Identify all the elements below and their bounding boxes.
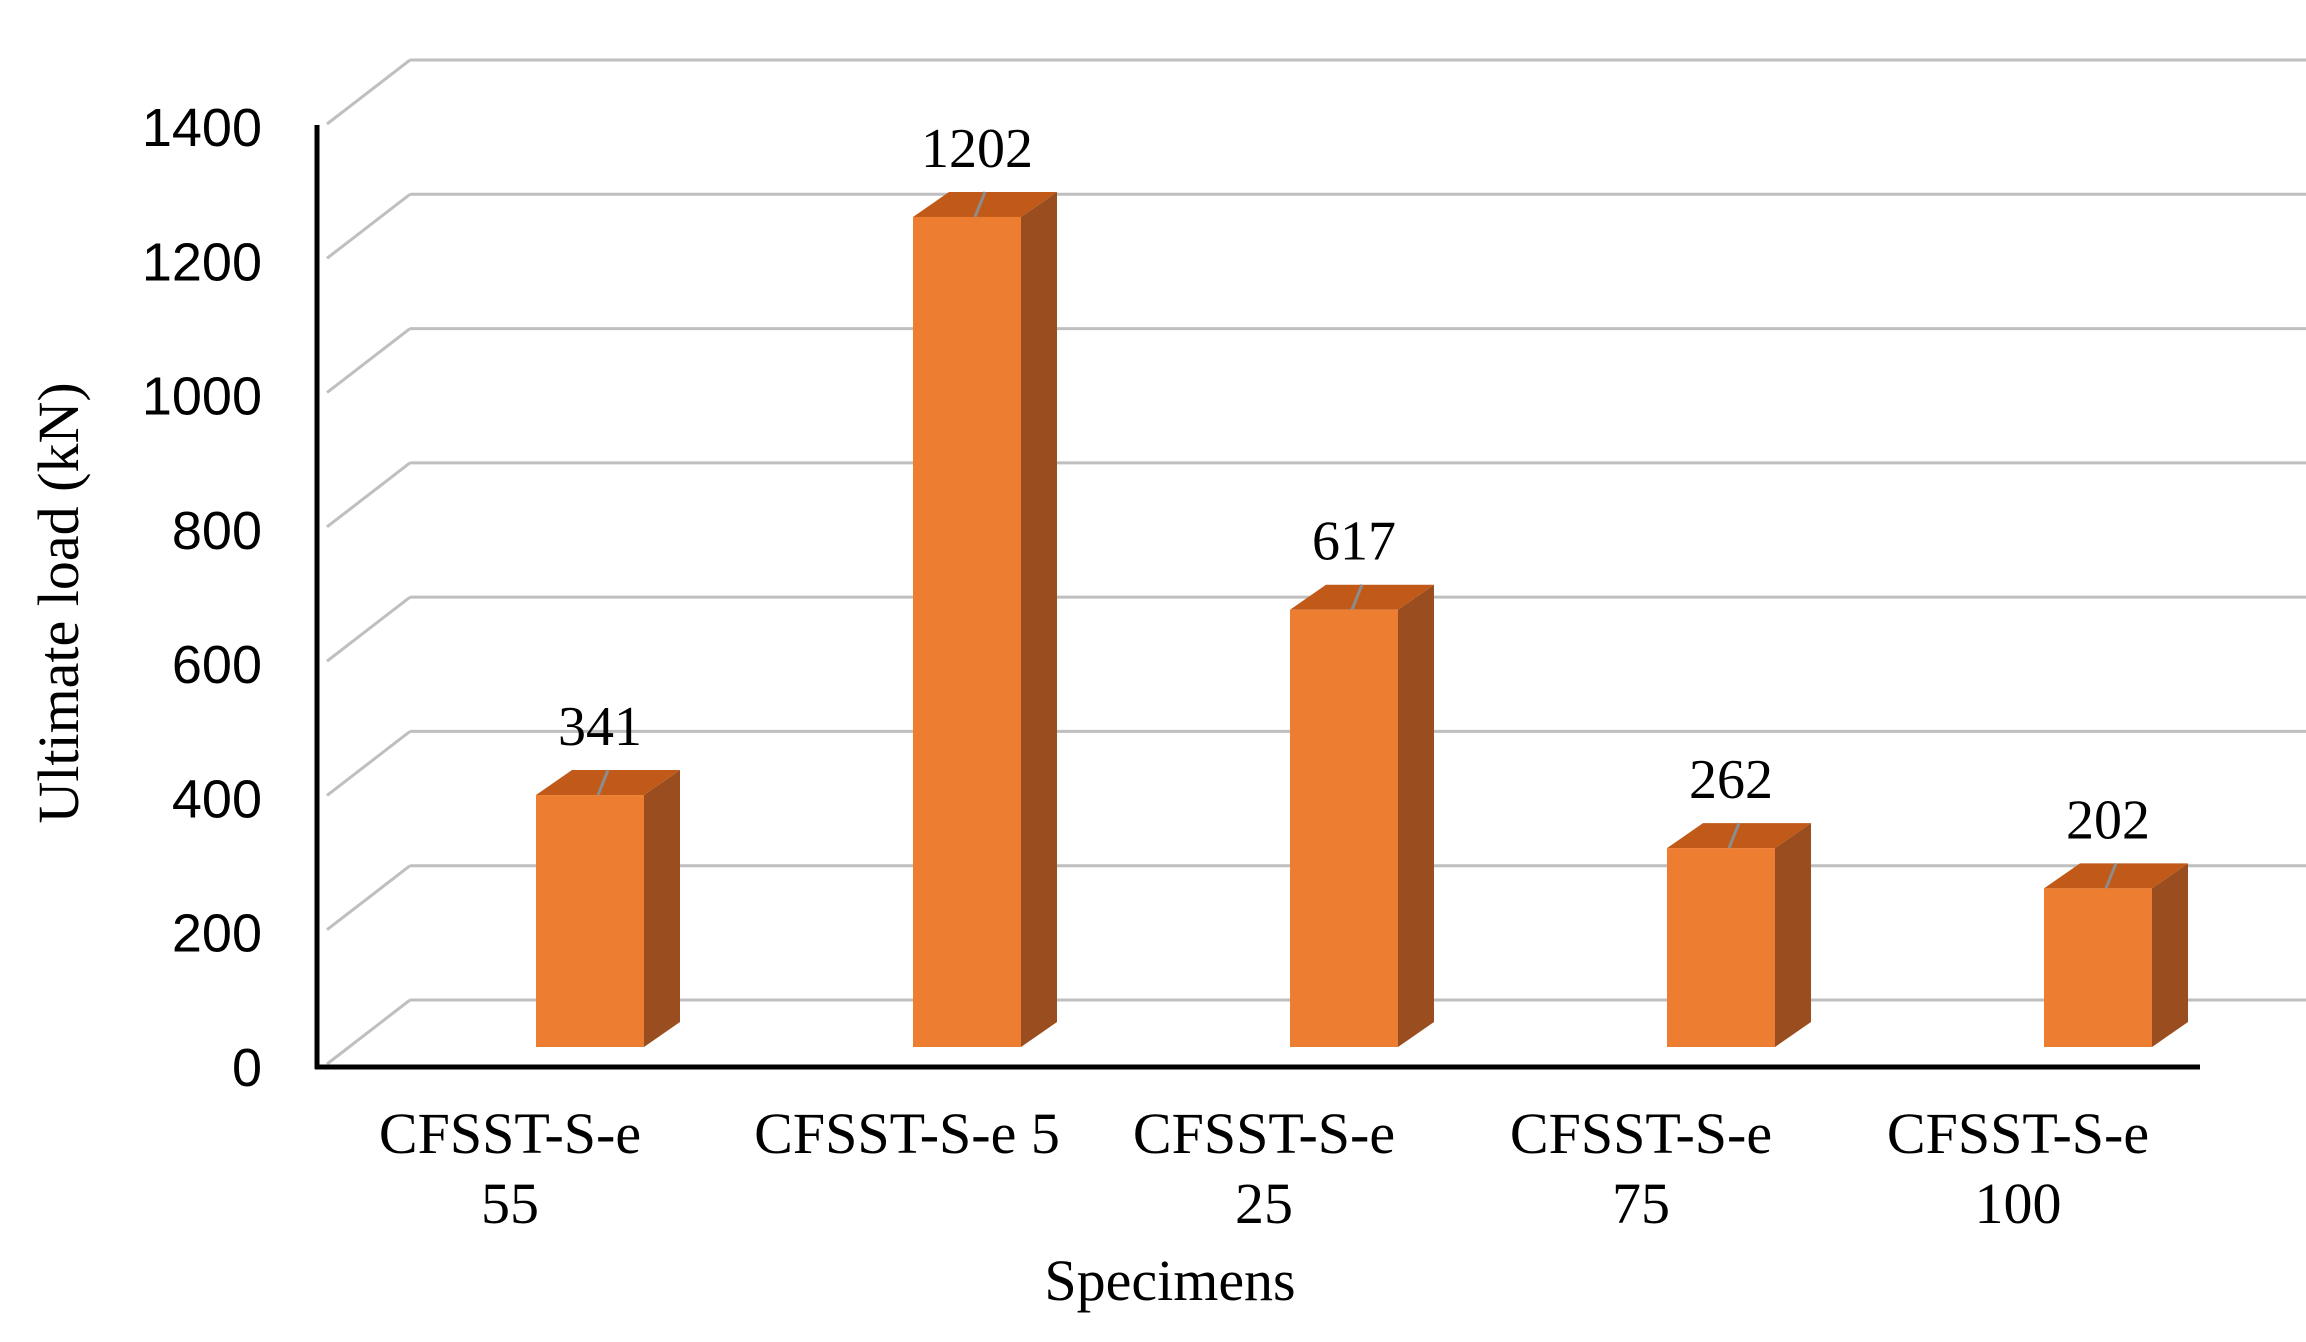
bar-top: [2044, 863, 2188, 889]
y-tick-label: 800: [172, 501, 262, 561]
bar-front: [2044, 888, 2152, 1047]
y-axis-title: Ultimate load (kN): [26, 382, 91, 823]
bar-top: [913, 191, 1057, 217]
x-tick-label: CFSST-S-e 55: [379, 1101, 641, 1236]
data-label: 617: [1312, 511, 1396, 573]
gridline-diagonal: [326, 595, 411, 663]
y-tick-label: 600: [172, 635, 262, 695]
bar-top: [1290, 584, 1434, 610]
x-axis-title: Specimens: [1044, 1248, 1295, 1313]
gridline-diagonal: [326, 461, 411, 529]
gridline-diagonal: [326, 58, 411, 126]
bars: [536, 191, 2188, 1047]
y-tick-labels: 0 200 400 600 800 1000 1200 1400: [142, 98, 262, 1098]
data-label: 341: [558, 696, 642, 758]
bar: [913, 191, 1057, 1047]
y-tick-label: 1200: [142, 232, 262, 292]
data-label-leader: [973, 191, 987, 218]
bar-side: [2152, 863, 2188, 1047]
data-label-leader: [1350, 584, 1364, 611]
y-tick-label: 400: [172, 769, 262, 829]
y-tick-label: 1400: [142, 98, 262, 158]
bar-top: [536, 770, 680, 796]
data-labels: 341 1202 617 262 202: [558, 118, 2150, 851]
data-label: 202: [2066, 789, 2150, 851]
x-tick-label: CFSST-S-e 5: [754, 1101, 1060, 1166]
y-tick-label: 1000: [142, 367, 262, 427]
bar-top: [1667, 823, 1811, 849]
gridline-diagonal: [326, 730, 411, 797]
x-tick-label: CFSST-S-e 25: [1133, 1101, 1395, 1236]
bar-front: [536, 795, 644, 1047]
x-tick-label: CFSST-S-e 100: [1887, 1101, 2149, 1236]
data-label-leader: [1727, 822, 1741, 849]
y-tick-label: 200: [172, 904, 262, 964]
gridline-diagonal: [326, 193, 411, 260]
bar: [536, 769, 680, 1047]
bar-front: [1290, 609, 1398, 1047]
data-label: 1202: [921, 118, 1033, 180]
gridline-diagonal: [326, 998, 411, 1066]
bar-side: [1398, 584, 1434, 1047]
bar: [1667, 822, 1811, 1047]
bar-side: [644, 770, 680, 1047]
axes: [314, 125, 2200, 1070]
x-tick-label: CFSST-S-e 75: [1510, 1101, 1772, 1236]
data-label: 262: [1689, 749, 1773, 811]
bar: [2044, 862, 2188, 1047]
bar-front: [1667, 848, 1775, 1047]
gridline-diagonal: [326, 864, 411, 931]
gridline-diagonal: [326, 327, 411, 394]
data-label-leader: [2104, 862, 2118, 889]
bar-front: [913, 216, 1021, 1047]
x-tick-labels: CFSST-S-e 55 CFSST-S-e 5 CFSST-S-e 25 CFSST-S…: [379, 1101, 2149, 1236]
bar-side: [1021, 191, 1057, 1047]
y-tick-label: 0: [232, 1038, 262, 1098]
bar-side: [1775, 823, 1811, 1047]
bar: [1290, 584, 1434, 1047]
data-label-leader: [596, 769, 610, 796]
